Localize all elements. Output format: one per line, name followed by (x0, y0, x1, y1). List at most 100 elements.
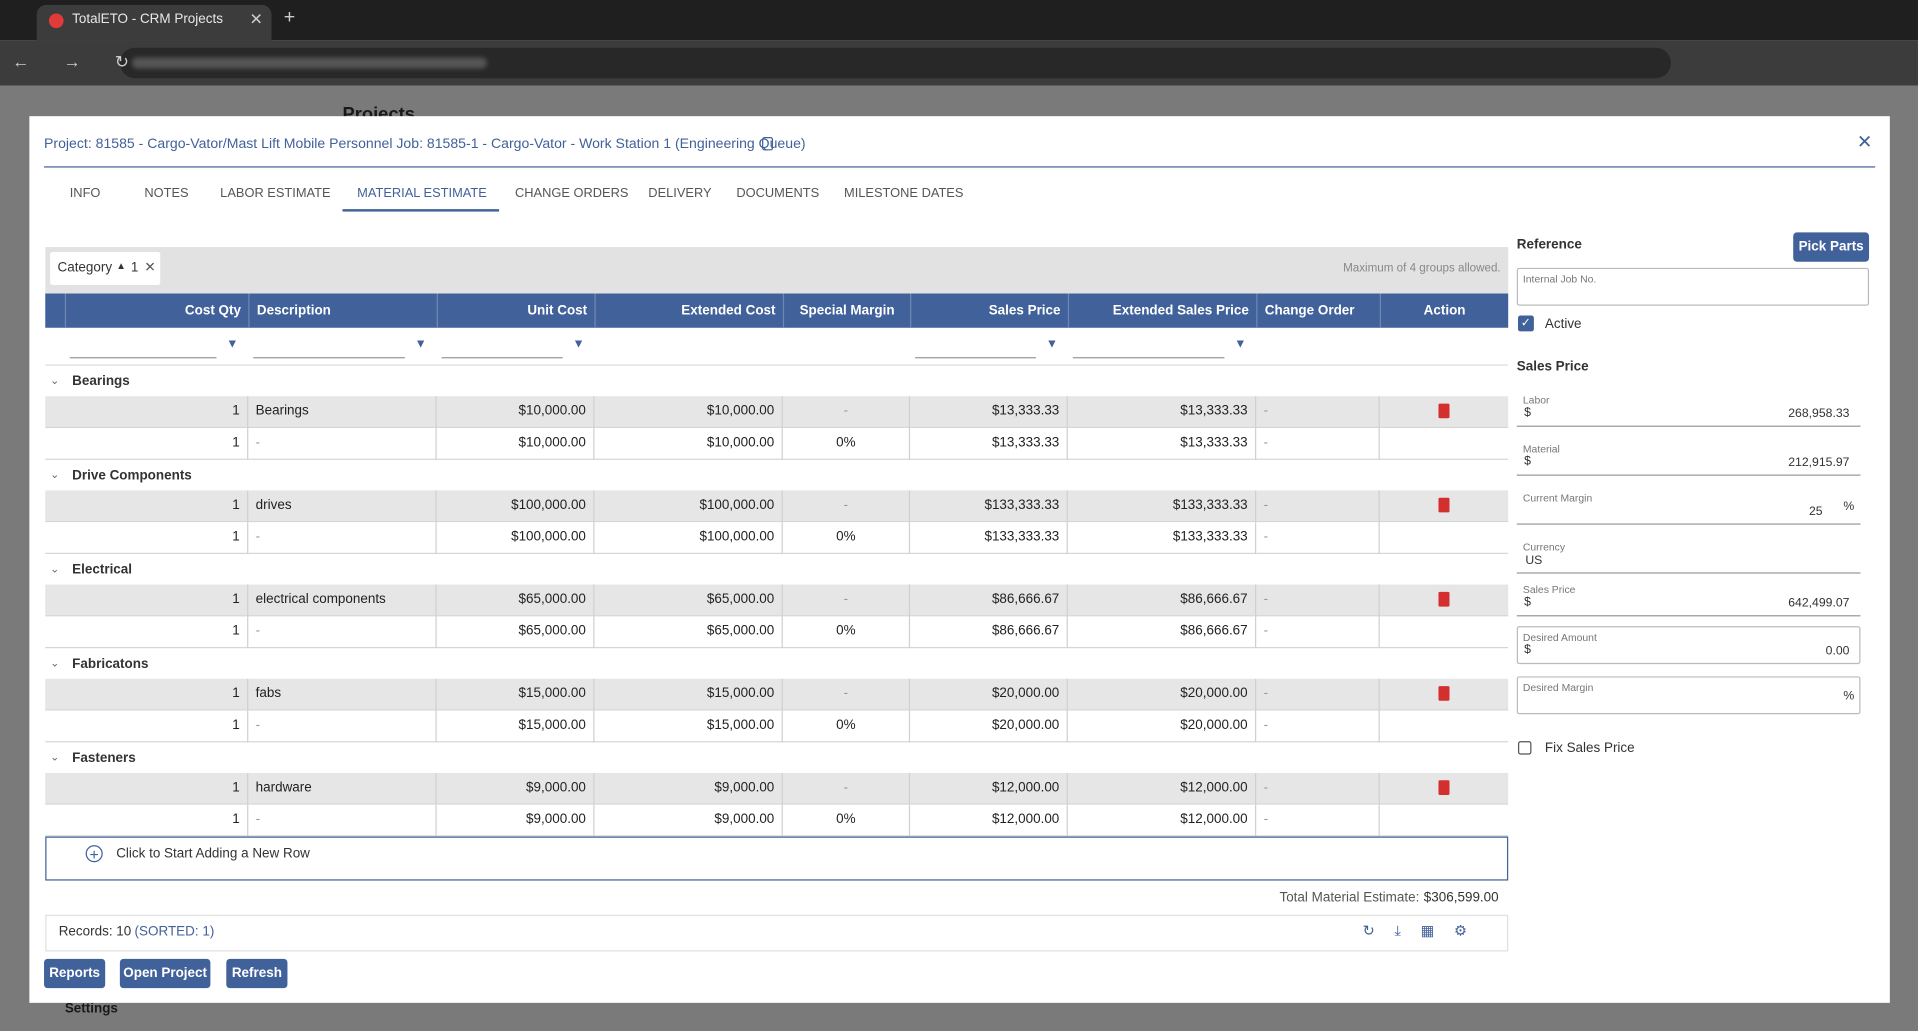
cell: $10,000.00 (594, 428, 783, 460)
cell: 1 (65, 396, 249, 429)
internal-job-label: Internal Job No. (1522, 272, 1597, 285)
group-toggle[interactable]: ⌄ (50, 468, 60, 481)
column-header[interactable]: Special Margin (782, 293, 910, 328)
tab[interactable]: LABOR ESTIMATE (220, 185, 331, 201)
tab-close[interactable]: ✕ (249, 9, 263, 29)
group-toggle[interactable]: ⌄ (50, 750, 60, 764)
tab[interactable]: INFO (69, 185, 101, 201)
group-name[interactable]: Electrical (72, 562, 133, 578)
delete-icon[interactable] (1438, 591, 1450, 607)
field-box[interactable] (1516, 578, 1861, 617)
new-tab[interactable]: + (283, 7, 296, 29)
row (45, 616, 1509, 649)
cell: $86,666.67 (910, 584, 1068, 617)
cell: $12,000.00 (910, 804, 1068, 837)
footer-icons[interactable]: ↻⤓▦⚙ (1362, 922, 1487, 940)
tab-title[interactable]: TotalETO - CRM Projects (72, 12, 223, 27)
chip-remove[interactable]: ✕ (144, 260, 156, 276)
row (45, 678, 1509, 711)
delete-icon[interactable] (1438, 780, 1450, 795)
add-row-text[interactable]: Click to Start Adding a New Row (116, 846, 310, 861)
field-box[interactable] (1516, 389, 1861, 427)
active-checkbox[interactable]: ✓ (1517, 315, 1534, 332)
delete-icon[interactable] (1438, 403, 1450, 419)
filter-input[interactable] (1072, 334, 1225, 359)
filter-input[interactable] (914, 334, 1037, 359)
cell: - (783, 490, 911, 523)
sorted[interactable]: (SORTED: 1) (134, 924, 215, 940)
column-header[interactable]: Sales Price (910, 293, 1068, 328)
cell: 1 (65, 428, 249, 460)
filter-icon[interactable]: ▼ (226, 337, 239, 352)
internal-job-box[interactable] (1516, 267, 1870, 306)
field-box[interactable] (1516, 536, 1861, 574)
column-header[interactable]: Cost Qty (64, 293, 248, 328)
field-label: Material (1522, 442, 1560, 455)
field-value: 0.00 (1825, 644, 1850, 658)
group-toggle[interactable]: ⌄ (50, 374, 60, 387)
pick-parts[interactable]: Pick Parts (1793, 232, 1870, 262)
delete-icon[interactable] (1438, 497, 1450, 513)
cell: $9,000.00 (437, 804, 595, 837)
cell: $100,000.00 (437, 522, 595, 555)
cell: $133,333.33 (1068, 490, 1257, 523)
button[interactable]: Reports (44, 958, 106, 989)
cell: $65,000.00 (437, 584, 595, 617)
field-box[interactable] (1516, 438, 1861, 476)
field-box[interactable] (1516, 487, 1861, 525)
cell: - (1256, 710, 1380, 743)
button[interactable]: Refresh (226, 958, 288, 989)
field-prefix: $ (1524, 454, 1531, 469)
group-toggle[interactable]: ⌄ (50, 656, 60, 669)
filter-input[interactable] (441, 334, 563, 359)
field-label: Currency (1522, 540, 1566, 553)
cell: $12,000.00 (910, 772, 1068, 805)
records: Records: 10 (58, 924, 132, 940)
tab[interactable]: MILESTONE DATES (844, 185, 964, 201)
delete-icon[interactable] (1438, 686, 1450, 701)
tab-icon (48, 13, 64, 29)
cell: Bearings (248, 396, 437, 429)
fix-checkbox[interactable] (1517, 741, 1532, 755)
group-name[interactable]: Drive Components (72, 468, 192, 484)
tab[interactable]: CHANGE ORDERS (514, 185, 629, 201)
filter-icon[interactable]: ▼ (572, 337, 585, 352)
filter-icon[interactable]: ▼ (414, 337, 427, 352)
filter-icon[interactable]: ▼ (1234, 337, 1247, 352)
column-header[interactable]: Unit Cost (436, 293, 595, 328)
group-name[interactable]: Fabricatons (72, 656, 149, 672)
tab[interactable]: NOTES (144, 185, 189, 201)
group-toggle[interactable]: ⌄ (50, 562, 60, 575)
filter-icon[interactable]: ▼ (1045, 337, 1058, 352)
close-dialog[interactable]: ✕ (1856, 132, 1873, 153)
cell: 1 (65, 678, 249, 711)
field-box[interactable] (1516, 626, 1861, 665)
tab[interactable]: DELIVERY (648, 185, 712, 201)
sort-arrow: ▲ (116, 260, 126, 272)
url-blur (132, 57, 487, 69)
tab[interactable]: MATERIAL ESTIMATE (357, 185, 487, 201)
cell: $100,000.00 (594, 522, 783, 555)
group-name[interactable]: Bearings (72, 374, 130, 389)
column-header[interactable]: Extended Cost (594, 293, 782, 328)
copy-icon[interactable] (762, 136, 774, 151)
group-chip[interactable]: Category ▲ 1 ✕ (50, 251, 161, 285)
cell: - (248, 710, 437, 743)
cell: 1 (65, 522, 249, 555)
field-box[interactable] (1516, 676, 1861, 715)
cell: $13,333.33 (910, 428, 1068, 460)
cell: $20,000.00 (1068, 710, 1257, 743)
column-header[interactable]: Change Order (1256, 293, 1380, 328)
row (45, 428, 1509, 460)
filter-row-line (45, 364, 1509, 366)
add-icon[interactable]: + (85, 845, 103, 862)
tab[interactable]: DOCUMENTS (736, 185, 820, 201)
filter-input[interactable] (69, 334, 217, 359)
button[interactable]: Open Project (119, 958, 211, 989)
column-header[interactable]: Extended Sales Price (1067, 293, 1256, 328)
column-header[interactable]: Description (248, 293, 436, 328)
group-name[interactable]: Fasteners (72, 750, 136, 766)
filter-input[interactable] (253, 334, 405, 359)
column-header[interactable]: Action (1379, 293, 1508, 328)
total-label: Total Material Estimate: (1279, 890, 1420, 906)
